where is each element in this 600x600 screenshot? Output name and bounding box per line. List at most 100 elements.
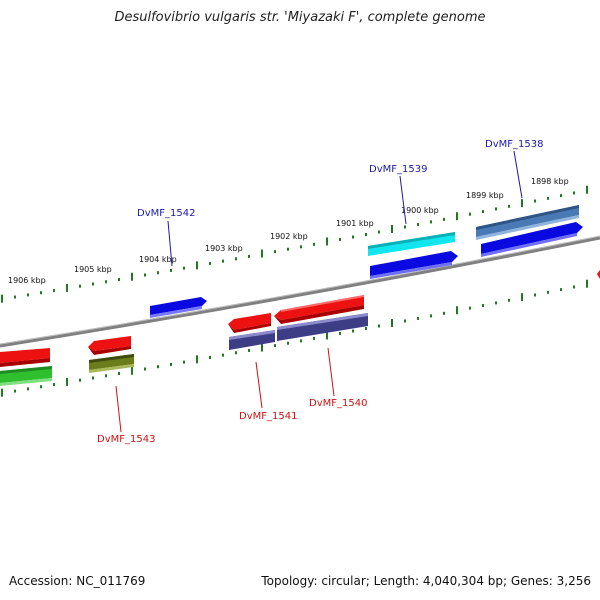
gene-feature[interactable] xyxy=(228,313,271,333)
scale-dot xyxy=(235,351,237,355)
upper-scale-ticks xyxy=(1,185,588,303)
scale-dot xyxy=(482,210,484,214)
scale-major-tick xyxy=(131,366,133,375)
scale-dot xyxy=(430,220,432,224)
scale-dot xyxy=(170,268,172,272)
gene-feature[interactable] xyxy=(88,336,131,355)
scale-major-tick xyxy=(261,343,263,352)
scale-dot xyxy=(443,217,445,221)
scale-label: 1903 kbp xyxy=(205,244,243,253)
scale-dot xyxy=(404,319,406,323)
scale-dot xyxy=(430,314,432,318)
gene-feature[interactable] xyxy=(476,205,579,240)
gene-label[interactable]: DvMF_1543 xyxy=(97,434,155,445)
scale-dot xyxy=(14,295,16,299)
scale-dot xyxy=(508,298,510,302)
scale-dot xyxy=(573,191,575,195)
scale-dot xyxy=(248,348,250,352)
scale-dot xyxy=(339,237,341,241)
scale-dot xyxy=(508,204,510,208)
scale-dot xyxy=(300,245,302,249)
scale-dot xyxy=(53,289,55,293)
scale-major-tick xyxy=(326,331,328,340)
scale-dot xyxy=(92,282,94,286)
scale-dot xyxy=(482,304,484,308)
scale-major-tick xyxy=(391,224,393,233)
scale-dot xyxy=(378,324,380,328)
scale-label: 1904 kbp xyxy=(139,255,177,264)
gene-feature[interactable] xyxy=(597,270,600,279)
scale-major-tick xyxy=(586,279,588,288)
scale-dot xyxy=(339,331,341,335)
scale-major-tick xyxy=(521,199,523,208)
scale-dot xyxy=(27,387,29,391)
scale-label: 1901 kbp xyxy=(336,219,374,228)
scale-major-tick xyxy=(326,237,328,246)
gene-feature[interactable] xyxy=(481,222,583,257)
gene-label[interactable]: DvMF_1540 xyxy=(309,398,367,409)
gene-label[interactable]: DvMF_1541 xyxy=(239,411,297,422)
scale-dot xyxy=(222,259,224,263)
gene-label[interactable]: DvMF_1539 xyxy=(369,164,427,175)
scale-dot xyxy=(53,383,55,387)
scale-dot xyxy=(547,196,549,200)
scale-dot xyxy=(118,372,120,376)
scale-dot xyxy=(105,374,107,378)
scale-dot xyxy=(209,355,211,359)
scale-dot xyxy=(183,360,185,364)
scale-dot xyxy=(157,365,159,369)
gene-feature[interactable] xyxy=(370,251,458,279)
scale-major-tick xyxy=(261,249,263,258)
scale-dot xyxy=(27,293,29,297)
scale-dot xyxy=(40,291,42,295)
scale-label: 1898 kbp xyxy=(531,177,569,186)
gene-feature[interactable] xyxy=(0,366,52,386)
scale-dot xyxy=(469,212,471,216)
scale-dot xyxy=(573,285,575,289)
scale-major-tick xyxy=(66,377,68,386)
gene-feature[interactable] xyxy=(89,354,134,373)
scale-dot xyxy=(274,344,276,348)
scale-major-tick xyxy=(196,355,198,364)
scale-label: 1899 kbp xyxy=(466,191,504,200)
lower-scale-ticks xyxy=(1,279,588,397)
scale-dot xyxy=(365,327,367,331)
scale-major-tick xyxy=(66,283,68,292)
gene-feature[interactable] xyxy=(229,330,275,350)
scale-dot xyxy=(352,329,354,333)
accession-text: Accession: NC_011769 xyxy=(9,574,146,588)
scale-major-tick xyxy=(586,185,588,194)
genome-backbone xyxy=(0,236,600,348)
gene-feature[interactable] xyxy=(368,232,455,256)
scale-dot xyxy=(274,250,276,254)
scale-label: 1900 kbp xyxy=(401,206,439,215)
scale-dot xyxy=(417,316,419,320)
scale-label: 1906 kbp xyxy=(8,276,46,285)
scale-major-tick xyxy=(456,212,458,221)
scale-dot xyxy=(547,290,549,294)
scale-dot xyxy=(534,293,536,297)
scale-dot xyxy=(144,367,146,371)
scale-dot xyxy=(170,362,172,366)
scale-major-tick xyxy=(1,294,3,303)
scale-dot xyxy=(313,336,315,340)
gene-feature[interactable] xyxy=(277,313,368,341)
scale-dot xyxy=(183,266,185,270)
scale-dot xyxy=(365,233,367,237)
gene-feature[interactable] xyxy=(274,295,364,324)
scale-major-tick xyxy=(131,272,133,281)
scale-dot xyxy=(79,378,81,382)
scale-dot xyxy=(209,261,211,265)
scale-dot xyxy=(222,353,224,357)
scale-label: 1905 kbp xyxy=(74,265,112,274)
gene-label[interactable]: DvMF_1542 xyxy=(137,208,195,219)
scale-dot xyxy=(404,225,406,229)
gene-feature[interactable] xyxy=(0,348,50,367)
gene-feature[interactable] xyxy=(150,297,207,318)
scale-dot xyxy=(144,273,146,277)
scale-dot xyxy=(300,339,302,343)
genome-summary-text: Topology: circular; Length: 4,040,304 bp… xyxy=(261,574,591,588)
gene-label[interactable]: DvMF_1538 xyxy=(485,139,543,150)
scale-dot xyxy=(14,389,16,393)
